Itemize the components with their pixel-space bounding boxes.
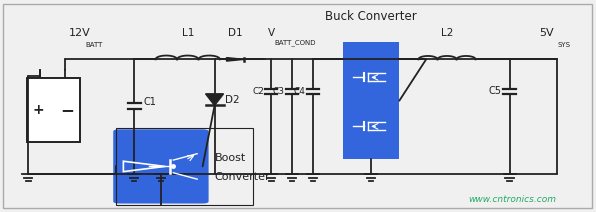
Text: L1: L1 xyxy=(182,28,194,38)
Bar xyxy=(27,78,80,142)
Bar xyxy=(116,128,253,205)
Text: BATT_COND: BATT_COND xyxy=(275,39,316,46)
Text: −: − xyxy=(60,101,74,119)
Text: C3: C3 xyxy=(273,87,285,96)
Text: SYS: SYS xyxy=(558,42,571,48)
Text: L2: L2 xyxy=(441,28,453,38)
Text: D1: D1 xyxy=(228,28,243,38)
Text: 5V: 5V xyxy=(539,28,554,38)
Text: Buck Converter: Buck Converter xyxy=(325,10,417,23)
Text: +: + xyxy=(33,103,45,117)
Polygon shape xyxy=(226,58,244,61)
Text: C2: C2 xyxy=(252,87,264,96)
Bar xyxy=(343,42,399,159)
Text: C4: C4 xyxy=(294,87,306,96)
Text: D2: D2 xyxy=(225,95,240,105)
Text: www.cntronics.com: www.cntronics.com xyxy=(468,195,557,204)
Text: C5: C5 xyxy=(488,86,501,96)
Text: BATT: BATT xyxy=(85,42,103,48)
Text: Converter: Converter xyxy=(215,172,270,182)
Text: 12V: 12V xyxy=(69,28,90,38)
FancyBboxPatch shape xyxy=(113,129,209,204)
Text: C1: C1 xyxy=(143,97,156,107)
Polygon shape xyxy=(206,94,224,105)
Text: V: V xyxy=(268,28,275,38)
Text: Boost: Boost xyxy=(215,153,246,163)
